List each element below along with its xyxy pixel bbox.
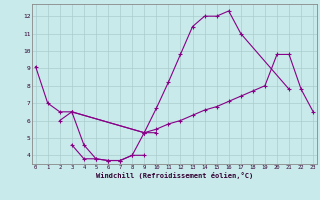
X-axis label: Windchill (Refroidissement éolien,°C): Windchill (Refroidissement éolien,°C) bbox=[96, 172, 253, 179]
